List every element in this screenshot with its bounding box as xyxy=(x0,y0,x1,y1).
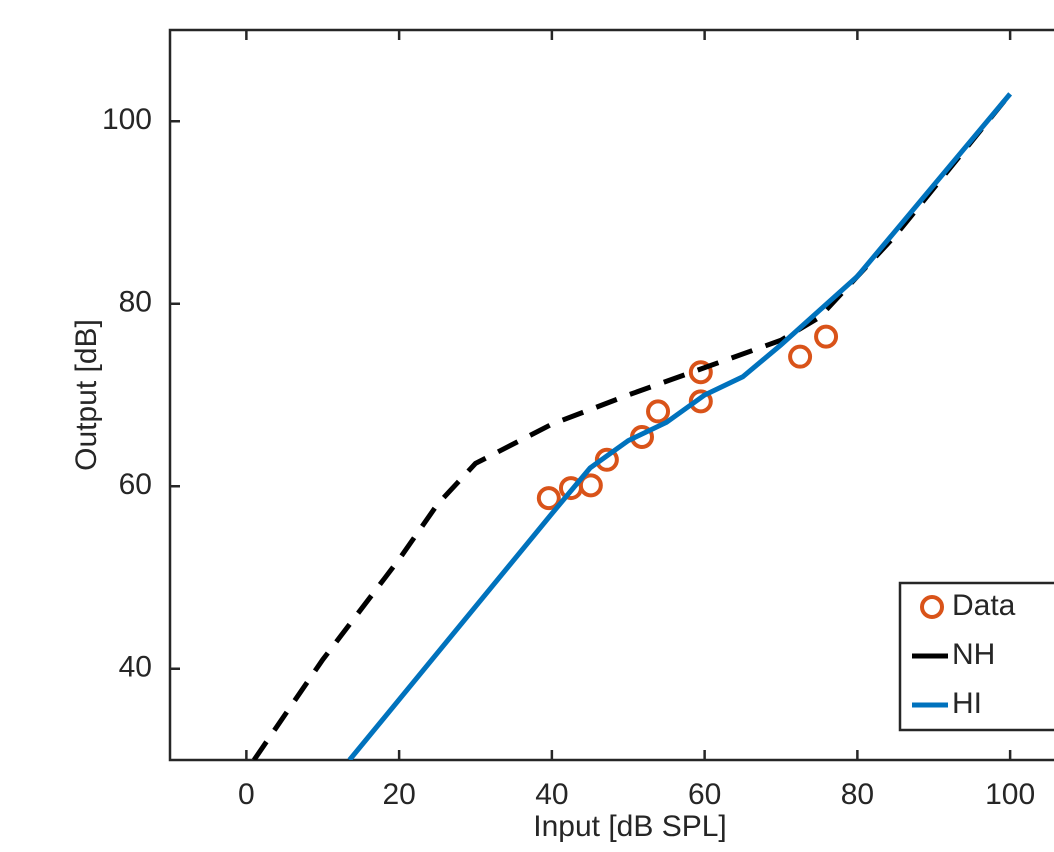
y-tick-label: 60 xyxy=(119,468,152,501)
x-tick-label: 40 xyxy=(535,778,568,811)
x-tick-label: 100 xyxy=(985,778,1035,811)
x-tick-label: 0 xyxy=(238,778,255,811)
x-tick-label: 20 xyxy=(382,778,415,811)
data-point xyxy=(536,486,561,511)
legend-marker xyxy=(920,595,944,619)
y-tick-label: 40 xyxy=(119,651,152,684)
series-line xyxy=(347,92,1013,760)
data-point xyxy=(788,344,813,369)
x-tick-label: 80 xyxy=(841,778,874,811)
data-point xyxy=(814,324,839,349)
legend-label: NH xyxy=(952,638,995,671)
data-point xyxy=(594,447,619,472)
y-tick-label: 80 xyxy=(119,286,152,319)
legend-label: Data xyxy=(952,589,1016,622)
plot-group xyxy=(251,92,1013,760)
y-axis-label: Output [dB] xyxy=(70,319,103,471)
x-axis-label: Input [dB SPL] xyxy=(533,810,726,843)
data-point xyxy=(688,389,713,414)
data-point xyxy=(646,399,671,424)
y-tick-label: 100 xyxy=(102,103,152,136)
series-line xyxy=(251,92,1013,760)
legend-label: HI xyxy=(952,687,982,720)
data-point xyxy=(578,473,603,498)
x-tick-label: 60 xyxy=(688,778,721,811)
plot-area xyxy=(168,28,1054,762)
data-point xyxy=(688,360,713,385)
